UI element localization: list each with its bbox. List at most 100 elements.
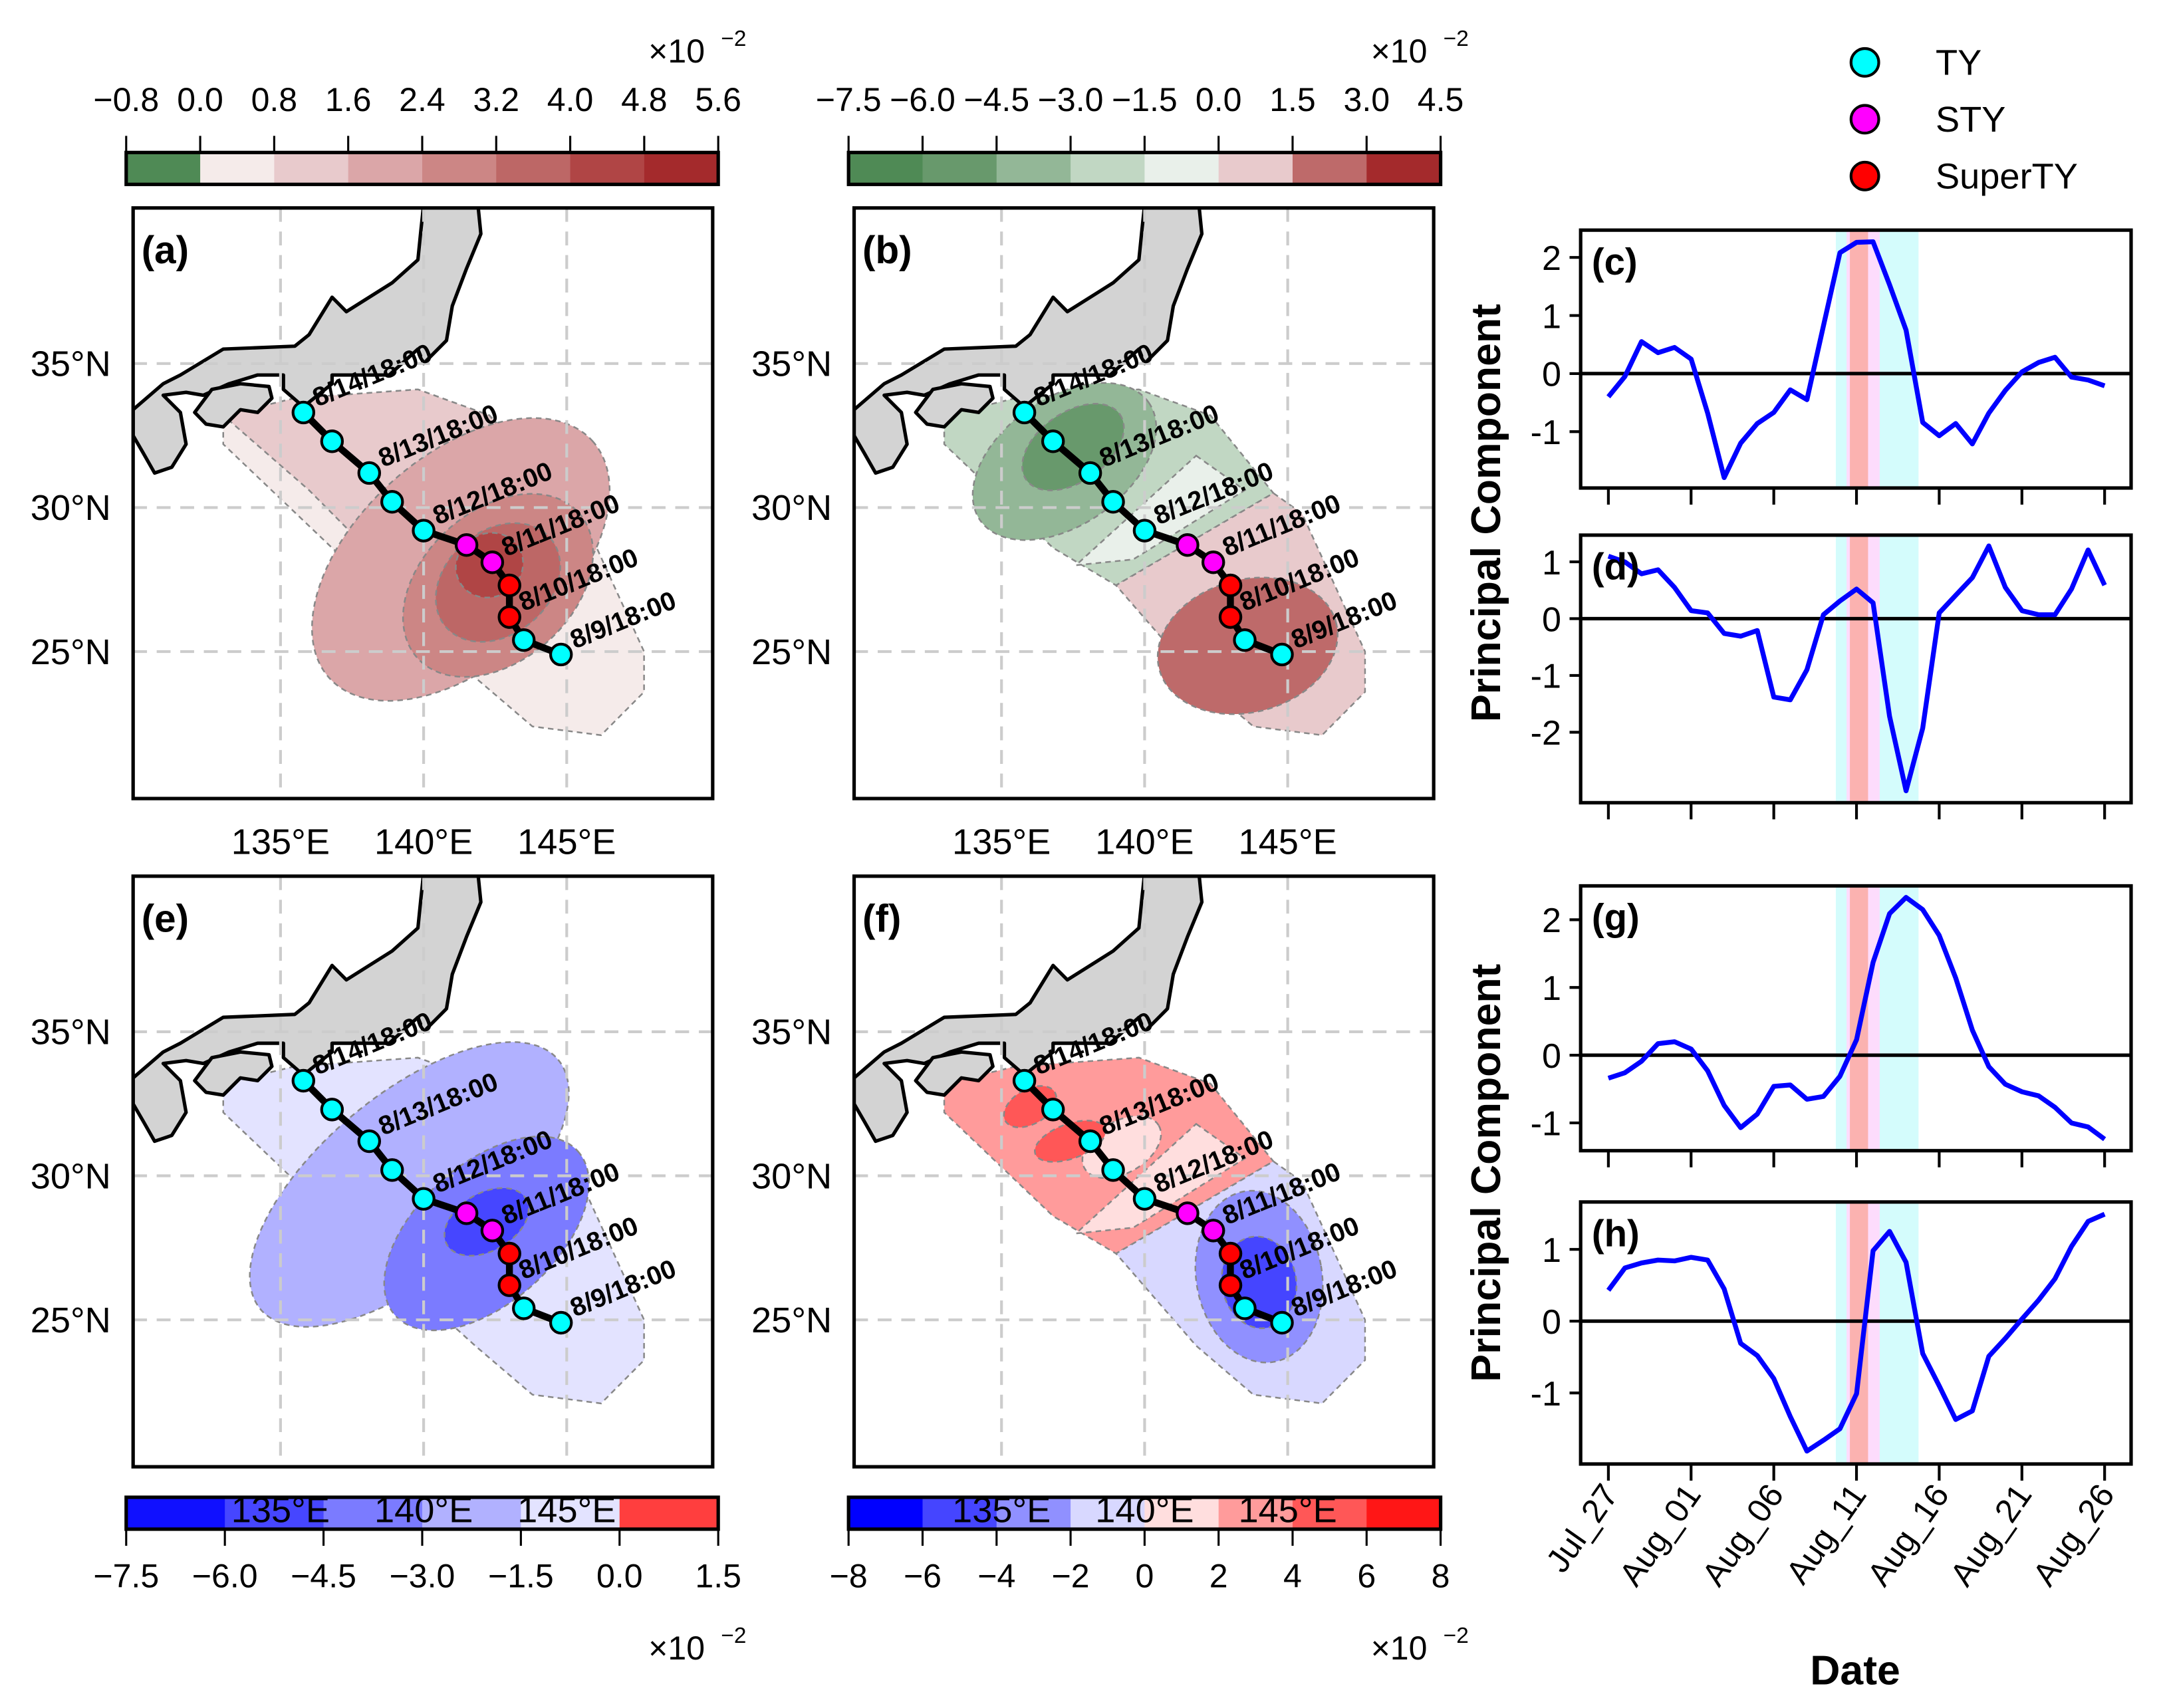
track-point-TY — [1233, 1296, 1257, 1320]
colorbar-swatch — [1218, 152, 1294, 185]
colorbar-tick-label: −6 — [904, 1558, 942, 1595]
land-japan — [193, 382, 274, 429]
colorbar-swatch — [126, 1497, 226, 1530]
colorbar-swatch — [619, 1497, 719, 1530]
x-tick-label: Aug_16 — [1860, 1477, 1956, 1592]
colorbar-swatch — [1144, 1497, 1219, 1530]
colorbar-swatch — [348, 152, 424, 185]
colorbar-cb-a: −0.8 0.0 0.8 1.6 2.4 3.2 4.0 4.8 5.6 ×10 −2 — [93, 27, 746, 186]
colorbar-cb-e: −7.5 −6.0 −4.5 −3.0 −1.5 0.0 1.5 ×10 −2 — [93, 1495, 746, 1667]
track-point-TY — [1078, 461, 1102, 485]
lat-tick-label: 25°N — [751, 1300, 832, 1340]
shading-SuperTY — [1850, 535, 1868, 803]
track-point-STY — [1176, 1201, 1200, 1225]
colorbar-swatch — [996, 152, 1072, 185]
map-frame — [131, 206, 715, 800]
y-tick-label: -1 — [1531, 414, 1561, 452]
colorbar-exponent: −2 — [721, 27, 746, 51]
track-point-SuperTY — [1218, 605, 1243, 629]
colorbar-exponent: −2 — [721, 1624, 746, 1648]
legend-marker-SuperTY — [1849, 160, 1880, 191]
lat-tick-label: 25°N — [31, 1300, 111, 1340]
panel-label: (b) — [862, 229, 912, 272]
y-tick-label: -1 — [1531, 658, 1561, 696]
line-panel-c: -1 0 1 2 (c) — [1531, 228, 2133, 505]
colorbar-tick-label: −2 — [1052, 1558, 1090, 1595]
contour-fill — [1073, 454, 1247, 566]
colorbar-swatch — [1218, 1497, 1294, 1530]
lon-tick-label: 140°E — [374, 822, 473, 862]
lon-tick-label: 145°E — [517, 822, 616, 862]
track-point-STY — [1201, 1219, 1225, 1243]
land-japan — [854, 876, 1204, 1144]
y-tick-label: 0 — [1542, 600, 1561, 639]
x-axis-label: Date — [1810, 1647, 1900, 1694]
track-point-TY — [512, 1296, 536, 1320]
colorbar-swatch — [996, 1497, 1072, 1530]
colorbar-tick-label: 4.0 — [547, 81, 594, 118]
colorbar-multiplier: ×10 — [1371, 1630, 1428, 1667]
lon-tick-label: 135°E — [231, 822, 330, 862]
track-point-TY — [1101, 490, 1125, 514]
track-point-TY — [1270, 1310, 1294, 1335]
track-point-SuperTY — [1218, 1273, 1243, 1297]
lat-tick-label: 30°N — [31, 1156, 111, 1196]
lon-tick-label: 135°E — [952, 1491, 1051, 1530]
panel-label: (d) — [1592, 546, 1640, 588]
track-point-TY — [320, 1098, 344, 1122]
colorbar-tick-label: 3.2 — [473, 81, 519, 118]
colorbar-tick-label: −3.0 — [1038, 81, 1104, 118]
lat-tick-label: 35°N — [751, 1013, 832, 1052]
shading-SuperTY — [1850, 230, 1868, 488]
colorbar-tick-label: 1.5 — [695, 1558, 741, 1595]
x-tick-label: Jul_27 — [1539, 1477, 1625, 1579]
y-tick-label: 2 — [1542, 902, 1561, 940]
colorbar-swatch — [1071, 1497, 1146, 1530]
colorbar-swatch — [1366, 152, 1442, 185]
land-japan — [914, 1050, 995, 1097]
track-point-SuperTY — [1218, 1241, 1243, 1266]
track-point-TY — [380, 1158, 404, 1182]
track-point-TY — [412, 1187, 436, 1211]
colorbar-swatch — [422, 1497, 522, 1530]
track-point-TY — [1101, 1158, 1125, 1182]
lat-tick-label: 25°N — [31, 632, 111, 672]
colorbar-tick-label: −4.5 — [963, 81, 1029, 118]
panel-label: (e) — [142, 897, 189, 940]
lat-tick-label: 30°N — [31, 488, 111, 528]
lon-tick-label: 135°E — [231, 1491, 330, 1530]
colorbar-tick-label: 6 — [1357, 1558, 1376, 1595]
map-panel-f: 8/9/18:008/10/18:008/11/18:008/12/18:008… — [751, 874, 1436, 1530]
track-point-TY — [549, 1310, 573, 1335]
colorbar-swatch — [1144, 152, 1219, 185]
lat-tick-label: 30°N — [751, 1156, 832, 1196]
colorbar-tick-label: 0.0 — [596, 1558, 643, 1595]
colorbar-tick-label: −7.5 — [816, 81, 882, 118]
colorbar-swatch — [644, 152, 719, 185]
lon-tick-label: 140°E — [1095, 822, 1194, 862]
track-point-STY — [1201, 550, 1225, 574]
track-point-SuperTY — [497, 605, 521, 629]
line-panel-d: -2 -1 0 1 (d) — [1531, 533, 2133, 820]
line-panel-h: -1 0 1 (h) — [1531, 1200, 2133, 1481]
colorbar-exponent: −2 — [1444, 27, 1469, 51]
colorbar-swatch — [274, 152, 349, 185]
track-point-SuperTY — [497, 573, 521, 598]
colorbar-tick-label: 0.8 — [251, 81, 298, 118]
colorbar-swatch — [225, 1497, 324, 1530]
y-tick-label: -2 — [1531, 714, 1561, 753]
map-content: 8/9/18:008/10/18:008/11/18:008/12/18:008… — [133, 207, 713, 799]
colorbar-exponent: −2 — [1444, 1624, 1469, 1648]
track-point-TY — [357, 1129, 382, 1154]
legend-marker-STY — [1849, 104, 1880, 135]
colorbar-tick-label: 8 — [1432, 1558, 1450, 1595]
map-content: 8/9/18:008/10/18:008/11/18:008/12/18:008… — [854, 876, 1434, 1467]
track-point-TY — [412, 519, 436, 543]
y-tick-label: 0 — [1542, 1037, 1561, 1076]
track-point-SuperTY — [497, 1273, 521, 1297]
track-point-TY — [357, 461, 382, 485]
track-point-TY — [549, 642, 573, 667]
map-frame — [131, 874, 715, 1469]
land-japan — [193, 1050, 274, 1097]
